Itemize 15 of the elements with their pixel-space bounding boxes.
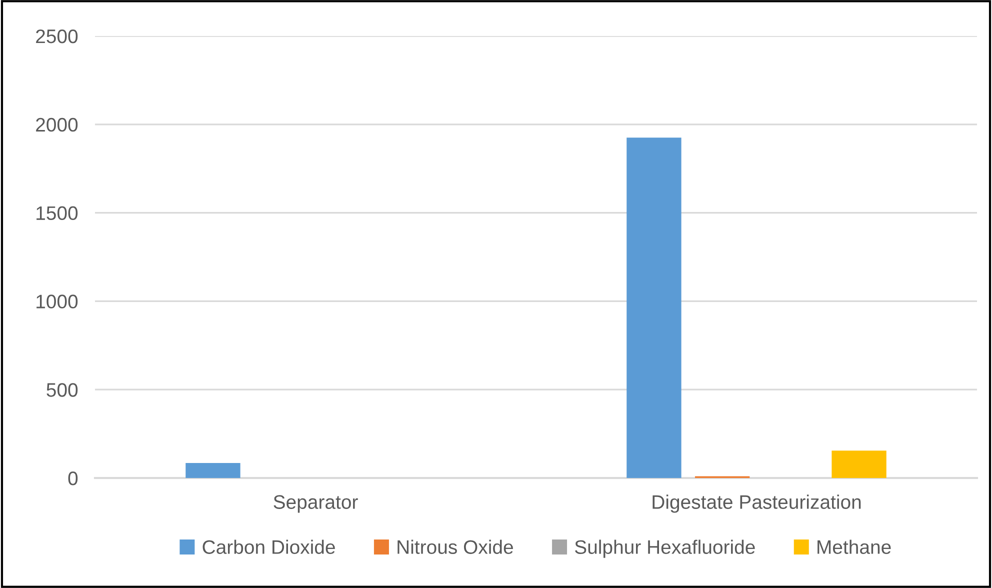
y-tick-label: 2500 [36,29,78,44]
y-tick-label: 1000 [36,294,78,308]
bar [832,450,886,478]
legend-label: Sulphur Hexafluoride [574,540,755,558]
bar [186,462,240,478]
legend-label: Carbon Dioxide [202,540,335,554]
x-tick-label: Digestate Pasteurization [652,494,861,513]
bar [626,138,682,478]
y-tick-label: 2000 [36,118,78,132]
y-tick-label: 500 [46,383,78,397]
y-tick-label: 1500 [36,206,78,220]
legend-label: Methane [818,540,891,554]
legend-label: Nitrous Oxide [398,540,513,554]
x-tick-label: Separator [274,495,358,513]
y-tick-label: 0 [68,471,78,486]
